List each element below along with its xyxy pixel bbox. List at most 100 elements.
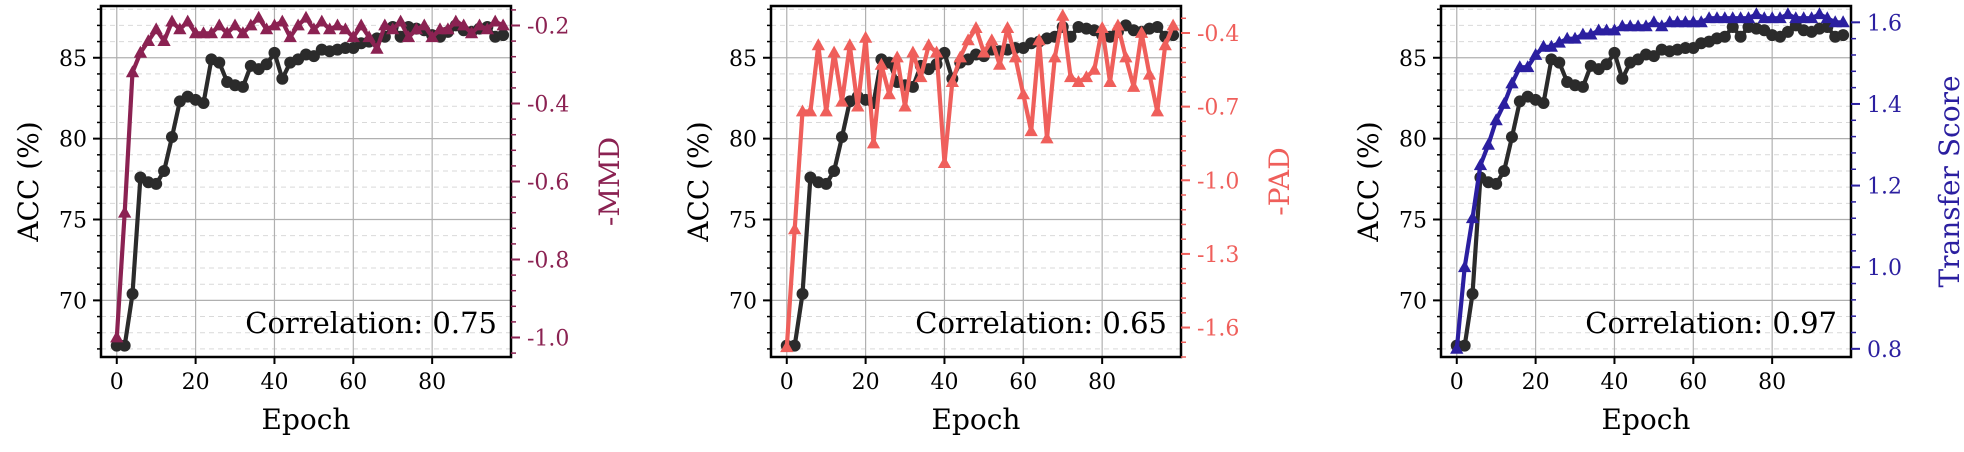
series-line bbox=[114, 15, 505, 338]
y-tick-label-right: -0.2 bbox=[527, 15, 569, 40]
data-point bbox=[158, 164, 171, 177]
data-point bbox=[1040, 131, 1054, 144]
data-point bbox=[977, 45, 991, 58]
data-point bbox=[945, 75, 959, 87]
data-point bbox=[811, 38, 825, 51]
correlation-annotation: Correlation: 0.75 bbox=[245, 306, 497, 340]
data-point bbox=[401, 30, 416, 43]
data-point bbox=[409, 22, 423, 35]
y-tick-label-right: 1.6 bbox=[1867, 11, 1902, 36]
data-point bbox=[125, 65, 140, 78]
data-point bbox=[1616, 72, 1629, 85]
y-tick-label-right: 1.2 bbox=[1867, 175, 1902, 200]
x-tick-label: 80 bbox=[1088, 370, 1116, 395]
data-point bbox=[937, 156, 952, 168]
data-point bbox=[118, 205, 132, 218]
y-axis-label-left: ACC (%) bbox=[1352, 121, 1385, 242]
data-point bbox=[133, 45, 148, 58]
data-point bbox=[1505, 76, 1519, 89]
data-point bbox=[1490, 177, 1503, 190]
data-point bbox=[914, 70, 928, 83]
data-point bbox=[1465, 211, 1480, 224]
data-point bbox=[1836, 15, 1850, 28]
data-point bbox=[1158, 38, 1172, 51]
x-tick-label: 20 bbox=[182, 370, 210, 395]
data-point bbox=[780, 340, 794, 353]
data-point bbox=[126, 287, 139, 300]
data-point bbox=[1804, 11, 1819, 24]
correlation-annotation: Correlation: 0.65 bbox=[915, 306, 1167, 340]
data-point bbox=[497, 29, 510, 42]
data-point bbox=[1458, 260, 1472, 273]
data-point bbox=[1521, 60, 1535, 73]
y-axis-label-left: ACC (%) bbox=[682, 121, 715, 242]
data-point bbox=[1151, 21, 1164, 34]
y-tick-label-left: 75 bbox=[1399, 209, 1427, 234]
data-point bbox=[141, 34, 155, 46]
data-point bbox=[464, 26, 479, 39]
data-point bbox=[1600, 58, 1613, 71]
data-point bbox=[859, 30, 873, 43]
data-point bbox=[1000, 21, 1015, 33]
data-point bbox=[165, 131, 178, 144]
data-point bbox=[788, 222, 802, 235]
plot-frame bbox=[769, 4, 1183, 359]
data-point bbox=[488, 14, 502, 27]
x-tick-label: 40 bbox=[1600, 370, 1628, 395]
y-tick-label-left: 80 bbox=[729, 128, 757, 153]
x-tick-label: 80 bbox=[418, 370, 446, 395]
data-point bbox=[1127, 80, 1141, 92]
data-point bbox=[1497, 97, 1511, 109]
plot-frame bbox=[1439, 4, 1853, 359]
data-point bbox=[1048, 50, 1062, 63]
data-point bbox=[268, 46, 281, 59]
data-point bbox=[1134, 26, 1149, 38]
x-tick-label: 20 bbox=[1522, 370, 1550, 395]
data-point bbox=[828, 164, 841, 177]
data-point bbox=[425, 30, 439, 43]
data-point bbox=[1103, 75, 1117, 87]
data-point bbox=[1639, 19, 1653, 32]
y-tick-label-left: 85 bbox=[59, 47, 87, 72]
data-point bbox=[149, 22, 163, 35]
data-point bbox=[835, 131, 848, 144]
chart-panel-1: 0 20 40 60 80 70 75 80 85 -1.0 -0.8 -0.6 -0.4 -0.2 Epo… bbox=[12, 4, 626, 436]
y-tick-label-right: -0.8 bbox=[527, 249, 569, 274]
data-point bbox=[291, 18, 305, 31]
data-point bbox=[953, 50, 967, 63]
x-tick-label: 80 bbox=[1758, 370, 1786, 395]
y-axis-label-right: Transfer Score bbox=[1933, 75, 1964, 287]
data-point bbox=[1726, 21, 1739, 34]
x-tick-label: 20 bbox=[852, 370, 880, 395]
data-point bbox=[1529, 48, 1543, 60]
data-point bbox=[1647, 15, 1661, 28]
y-tick-label-right: -1.6 bbox=[1197, 317, 1239, 342]
x-axis-label: Epoch bbox=[932, 403, 1021, 436]
data-point bbox=[1111, 18, 1125, 31]
chart-panel-2: 0 20 40 60 80 70 75 80 85 -1.6 -1.3 -1.0 -0.7 -0.4 Epo… bbox=[682, 4, 1296, 436]
data-point bbox=[1544, 39, 1558, 52]
data-point bbox=[1655, 19, 1669, 32]
y-tick-label-right: -0.6 bbox=[527, 171, 569, 196]
data-point bbox=[220, 26, 234, 39]
data-point bbox=[1450, 341, 1464, 354]
y-tick-label-right: -0.4 bbox=[1197, 22, 1239, 47]
chart-panel-3: 0 20 40 60 80 70 75 80 85 0.8 1.0 1.2 1.4 1.6 Epoch ACC… bbox=[1352, 4, 1964, 436]
data-point bbox=[236, 80, 249, 93]
y-axis-label-right: -PAD bbox=[1263, 147, 1296, 215]
data-point bbox=[386, 22, 400, 35]
data-point bbox=[1142, 67, 1157, 80]
data-point bbox=[796, 287, 809, 300]
data-point bbox=[985, 33, 999, 46]
data-point bbox=[212, 18, 226, 31]
data-point bbox=[1820, 11, 1834, 24]
data-point bbox=[236, 26, 250, 39]
data-point bbox=[275, 14, 289, 27]
data-point bbox=[259, 22, 274, 35]
y-tick-label-right: -0.4 bbox=[527, 93, 569, 118]
data-point bbox=[1553, 56, 1566, 69]
data-point bbox=[457, 18, 471, 31]
data-point bbox=[788, 339, 801, 352]
data-point bbox=[1607, 23, 1622, 36]
y-tick-label-left: 75 bbox=[59, 209, 87, 234]
